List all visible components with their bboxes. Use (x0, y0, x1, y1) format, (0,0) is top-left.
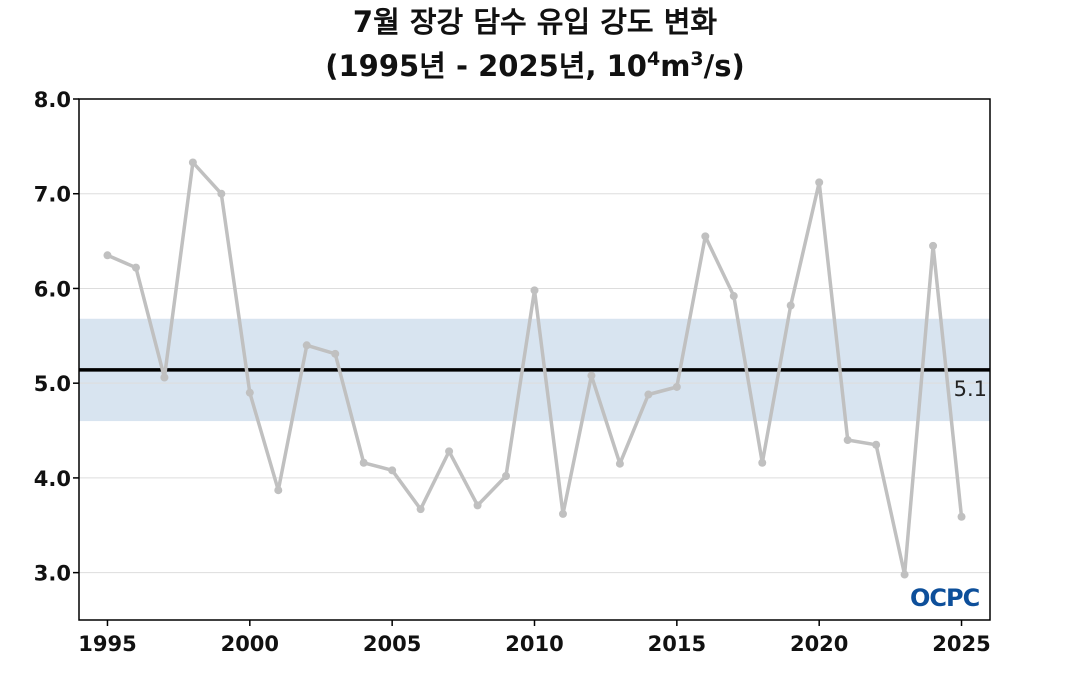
title-exponent-3: 3 (690, 48, 704, 70)
data-point-2003 (331, 349, 340, 358)
y-tick-label: 6.0 (34, 277, 71, 301)
data-point-2007 (445, 447, 454, 456)
data-point-2006 (416, 505, 425, 514)
data-point-2016 (701, 232, 710, 241)
data-point-2021 (843, 436, 852, 445)
data-point-2002 (302, 341, 311, 350)
y-tick-label: 8.0 (34, 88, 71, 112)
data-point-2014 (644, 390, 653, 399)
data-point-2011 (558, 509, 567, 518)
x-tick-label: 2005 (363, 632, 421, 656)
data-point-1995 (103, 251, 112, 260)
data-point-2000 (245, 388, 254, 397)
title-exponent-4: 4 (646, 48, 661, 70)
title-suffix: /s) (703, 49, 745, 83)
y-tick-label: 4.0 (34, 467, 71, 491)
ocpc-logo: OCPC (910, 584, 980, 612)
data-point-2017 (729, 292, 738, 301)
data-point-2008 (473, 501, 482, 510)
data-point-2015 (672, 382, 681, 391)
x-tick-label: 2000 (221, 632, 279, 656)
data-point-2009 (502, 472, 511, 481)
data-point-2022 (872, 440, 881, 449)
data-point-1999 (217, 189, 226, 198)
data-point-2012 (587, 371, 596, 380)
x-tick-label: 2020 (790, 632, 848, 656)
data-point-2024 (929, 241, 938, 250)
data-point-2020 (815, 178, 824, 187)
y-tick-label: 7.0 (34, 183, 71, 207)
data-point-2025 (957, 512, 966, 521)
data-point-2005 (388, 466, 397, 475)
chart-title-line2: (1995년 - 2025년, 104m3/s) (0, 49, 1070, 83)
y-tick-label: 5.0 (34, 372, 71, 396)
data-point-2023 (900, 570, 909, 579)
mean-line-label: 5.1 (954, 377, 987, 401)
data-point-2018 (758, 458, 767, 467)
title-prefix: (1995년 - 2025년, 10 (325, 49, 647, 83)
x-tick-label: 2010 (505, 632, 563, 656)
data-point-1997 (160, 373, 169, 382)
x-tick-label: 2025 (932, 632, 990, 656)
data-point-1998 (188, 158, 197, 167)
data-point-2010 (530, 286, 539, 295)
data-point-2013 (615, 459, 624, 468)
title-unit-m: m (660, 49, 691, 83)
data-point-2001 (274, 486, 283, 495)
data-point-2019 (786, 301, 795, 310)
data-point-1996 (131, 263, 140, 272)
data-point-2004 (359, 458, 368, 467)
chart-title-line1: 7월 장강 담수 유입 강도 변화 (352, 5, 718, 39)
x-tick-label: 2015 (648, 632, 706, 656)
y-tick-label: 3.0 (34, 562, 71, 586)
x-tick-label: 1995 (78, 632, 136, 656)
